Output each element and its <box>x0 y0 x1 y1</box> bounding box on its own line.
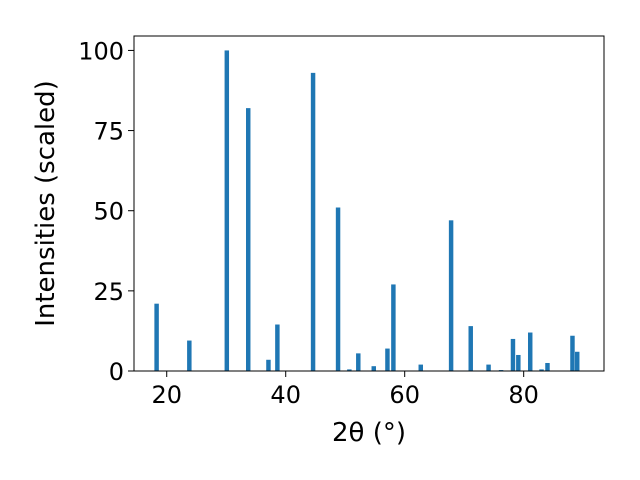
y-tick-label: 50 <box>93 198 124 226</box>
y-axis-label: Intensities (scaled) <box>31 80 61 327</box>
bar <box>371 366 376 371</box>
x-axis-label: 2θ (°) <box>332 418 406 448</box>
x-tick-label: 40 <box>270 381 301 409</box>
y-axis-ticks: 0 25 50 75 100 <box>78 37 134 386</box>
bar <box>266 359 271 371</box>
bar <box>356 353 361 371</box>
y-tick-label: 25 <box>93 278 124 306</box>
bar <box>545 362 550 371</box>
bar <box>347 369 352 371</box>
bar <box>187 340 192 371</box>
x-tick-label: 80 <box>508 381 539 409</box>
bar <box>418 364 423 371</box>
y-tick-label: 0 <box>109 358 124 386</box>
bar <box>335 207 341 371</box>
bar <box>385 348 390 371</box>
bar <box>224 50 230 372</box>
x-tick-label: 60 <box>389 381 420 409</box>
bar <box>516 354 521 371</box>
bar <box>510 338 516 371</box>
y-tick-label: 100 <box>78 37 124 65</box>
bar <box>539 369 544 371</box>
bar <box>246 108 251 371</box>
bar <box>275 324 280 371</box>
x-axis-ticks: 20 40 60 80 <box>151 371 539 409</box>
plot-frame <box>133 35 605 372</box>
bar <box>468 326 473 371</box>
bar <box>486 364 491 371</box>
bar <box>528 332 533 371</box>
x-tick-label: 20 <box>151 381 182 409</box>
bars <box>154 50 580 372</box>
y-tick-label: 75 <box>93 118 124 146</box>
bar <box>391 284 396 371</box>
bar <box>448 220 454 371</box>
bar <box>575 351 580 371</box>
bar <box>310 72 316 372</box>
bar <box>570 335 575 371</box>
bar <box>154 303 159 371</box>
